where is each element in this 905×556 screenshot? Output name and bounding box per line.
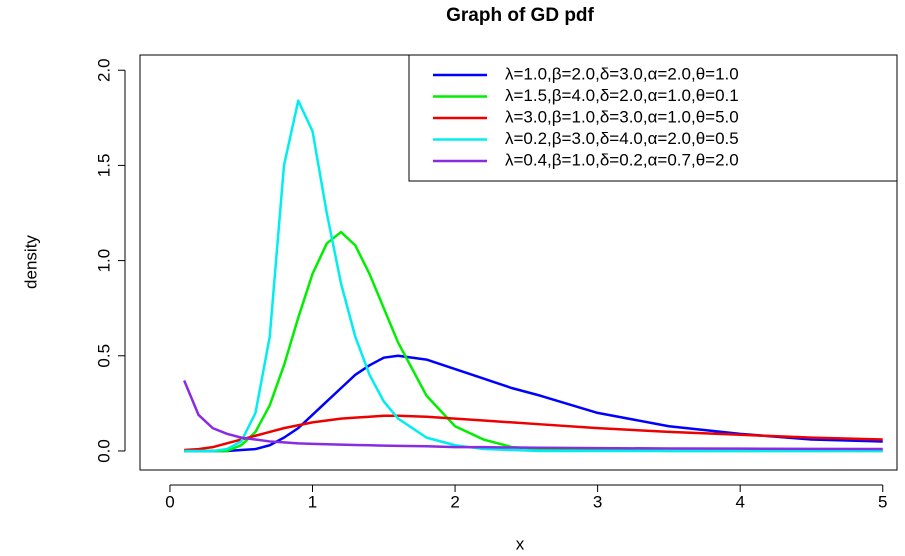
legend-label: λ=0.4,β=1.0,δ=0.2,α=0.7,θ=2.0 xyxy=(505,150,739,169)
y-axis-label: density xyxy=(21,235,40,289)
x-tick-label: 0 xyxy=(165,492,174,511)
legend-label: λ=3.0,β=1.0,δ=3.0,α=1.0,θ=5.0 xyxy=(505,107,739,126)
y-tick-label: 1.0 xyxy=(94,249,113,273)
legend-label: λ=1.0,β=2.0,δ=3.0,α=2.0,θ=1.0 xyxy=(505,64,739,83)
legend-label: λ=1.5,β=4.0,δ=2.0,α=1.0,θ=0.1 xyxy=(505,86,739,105)
x-axis-label: x xyxy=(516,534,525,553)
chart-title: Graph of GD pdf xyxy=(446,5,594,26)
y-tick-label: 0.0 xyxy=(94,439,113,463)
x-tick-label: 3 xyxy=(593,492,602,511)
y-tick-label: 2.0 xyxy=(94,58,113,82)
x-tick-label: 5 xyxy=(878,492,887,511)
series-line xyxy=(183,380,883,451)
series-line xyxy=(184,354,883,453)
x-tick-label: 1 xyxy=(308,492,317,511)
x-tick-label: 2 xyxy=(450,492,459,511)
x-tick-label: 4 xyxy=(735,492,744,511)
y-tick-label: 1.5 xyxy=(94,154,113,178)
series-line xyxy=(184,230,883,453)
y-tick-label: 0.5 xyxy=(94,344,113,368)
series-line xyxy=(184,99,883,453)
legend-box xyxy=(408,54,898,182)
legend-label: λ=0.2,β=3.0,δ=4.0,α=2.0,θ=0.5 xyxy=(505,129,739,148)
